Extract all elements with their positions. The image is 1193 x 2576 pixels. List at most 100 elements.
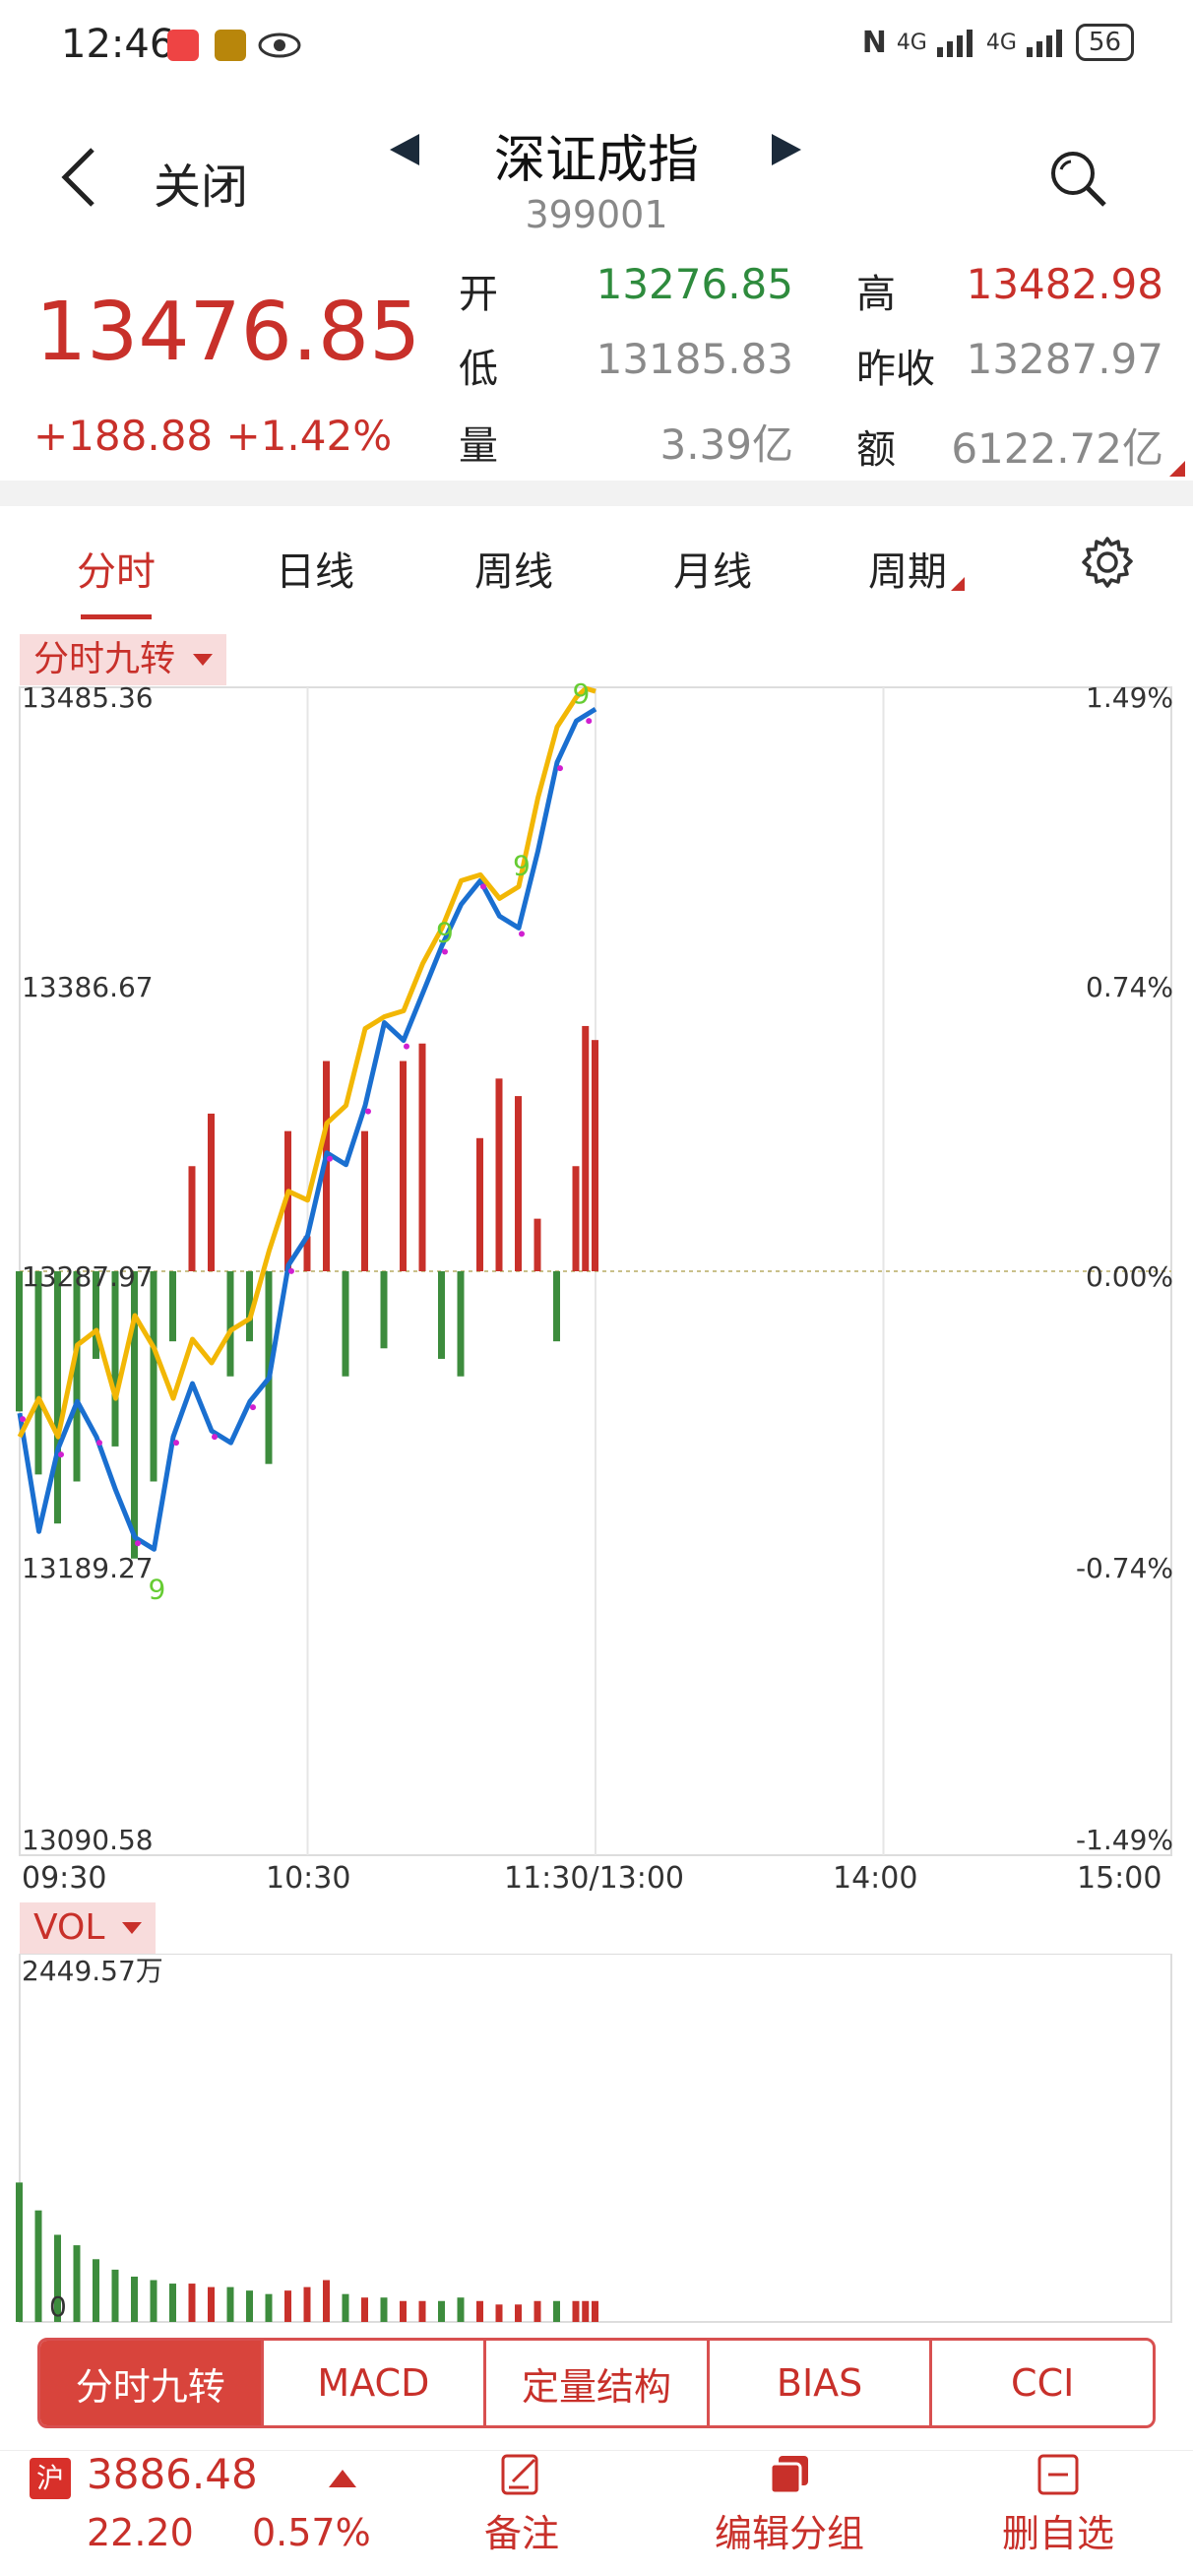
app-notification-icon [167,30,199,61]
amount-label: 额 [856,427,896,473]
momentum-bar [457,1271,465,1377]
tab-period[interactable]: 周期 [868,549,947,595]
momentum-bar [582,1025,590,1271]
next-index-icon[interactable] [766,130,805,169]
shanghai-badge: 沪 [30,2458,71,2499]
active-tab-underline [81,614,152,619]
momentum-bar [169,1271,176,1342]
price-line [17,706,597,1552]
divider [0,481,1193,506]
signal-dot [442,948,448,955]
volume-bar [169,2284,176,2322]
volume-bar [16,2182,23,2322]
signal-dot [250,1404,256,1411]
signal-label-2: 4G [985,30,1017,55]
prev-index-icon[interactable] [386,130,425,169]
intraday-chart[interactable]: 9 9 9 9 [0,679,1193,1910]
y-tick-left-4: 13090.58 [22,1824,154,1856]
indicator-tab-cci[interactable]: CCI [1011,2361,1075,2405]
close-button[interactable]: 关闭 [154,160,249,215]
momentum-bar [361,1130,368,1271]
up-arrow-icon [329,2470,356,2487]
chevron-down-icon [193,654,214,666]
x-tick-1130: 11:30/13:00 [504,1861,685,1896]
status-time: 12:46 [61,22,175,67]
remove-watchlist-button[interactable]: 删自选 [994,2452,1122,2557]
volume-max-label: 2449.57万 [22,1955,163,1987]
y-tick-right-0: 1.49% [1086,681,1173,714]
volume-bar [54,2234,61,2322]
back-arrow-icon[interactable] [55,146,104,209]
prev-close-label: 昨收 [856,347,935,392]
volume-bar [418,2300,426,2322]
tab-daily[interactable]: 日线 [276,549,354,595]
signal-label-1: 4G [896,30,927,55]
y-tick-right-3: -0.74% [1075,1552,1173,1584]
volume-bar [303,2286,311,2322]
edit-group-button[interactable]: 编辑分组 [711,2452,868,2557]
momentum-bar [131,1271,138,1559]
note-button[interactable]: 备注 [463,2452,581,2557]
eye-icon [258,32,301,58]
note-label: 备注 [483,2512,559,2555]
search-icon[interactable] [1047,148,1108,209]
momentum-bar [572,1166,580,1271]
volume-bar [150,2280,157,2322]
momentum-bar [495,1078,503,1271]
y-tick-left-2: 13287.97 [22,1260,154,1293]
momentum-bar [515,1096,522,1271]
signal-dot [586,718,593,725]
momentum-bar [150,1271,157,1482]
volume-bar [342,2293,349,2322]
x-tick-1500: 15:00 [1077,1861,1162,1896]
signal-dot [288,1267,294,1274]
volume-bar [246,2290,253,2322]
signal-dot [480,883,486,890]
momentum-bar [476,1137,483,1271]
y-tick-left-1: 13386.67 [22,971,154,1003]
x-tick-1030: 10:30 [266,1861,351,1896]
game-notification-icon [215,30,246,61]
volume-bar [457,2297,465,2322]
indicator-tab-bias[interactable]: BIAS [710,2341,933,2425]
high-label: 高 [856,272,896,317]
tab-monthly[interactable]: 月线 [673,549,752,595]
volume-bar [34,2210,42,2322]
amount-value: 6122.72亿 [951,424,1163,473]
indicator-tabs: 分时九转 MACD 定量结构 BIAS CCI [37,2338,1156,2428]
indicator-tab-quant-structure[interactable]: 定量结构 [486,2341,710,2425]
open-label: 开 [459,272,498,317]
signal-dot [327,1155,333,1162]
volume-bar [361,2297,368,2322]
momentum-bar [34,1271,42,1475]
volume-bar [284,2290,291,2322]
tab-weekly[interactable]: 周线 [474,549,553,595]
group-stack-icon [769,2456,808,2495]
signal-dot [557,765,563,772]
momentum-bar [592,1040,598,1271]
momentum-bar [323,1061,330,1271]
signal-dot [135,1540,141,1547]
volume-bar [534,2300,541,2322]
momentum-bar [111,1271,119,1447]
tab-intraday[interactable]: 分时 [77,549,156,595]
remove-icon [1037,2454,1079,2495]
indicator-selector-volume[interactable]: VOL [20,1902,157,1954]
indicator-selector-main[interactable]: 分时九转 [20,634,227,685]
indicator-tab-nine-turn[interactable]: 分时九转 [40,2341,264,2425]
y-tick-left-0: 13485.36 [22,681,154,714]
volume-chart[interactable] [0,1954,1193,2328]
volume-bar [438,2300,445,2322]
volume-zero-label: 0 [49,2290,67,2323]
shanghai-index-price[interactable]: 3886.48 [87,2450,258,2498]
gear-icon[interactable] [1081,536,1134,589]
momentum-bar [73,1271,81,1482]
volume-label: 量 [459,423,498,469]
volume-bar [572,2300,580,2322]
indicator-tab-macd[interactable]: MACD [264,2341,487,2425]
expand-indicator[interactable] [1169,461,1185,477]
momentum-bar [226,1271,234,1377]
volume-bar [495,2304,503,2322]
nine-signal-mid2: 9 [513,849,531,881]
volume-bar [400,2300,407,2322]
